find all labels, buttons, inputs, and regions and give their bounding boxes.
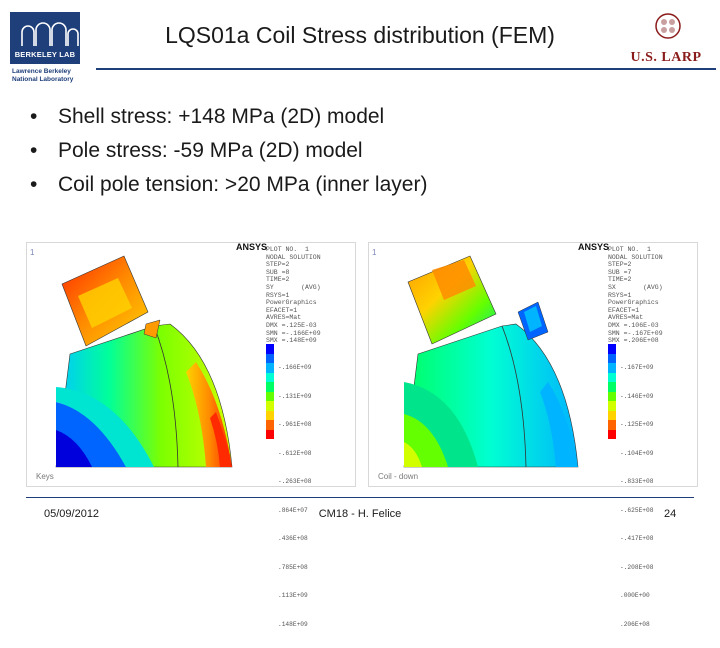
legend-value: -.625E+08 <box>620 506 654 514</box>
berkeley-lab-logo-mark: BERKELEY LAB <box>10 12 80 64</box>
legend-swatch <box>266 420 274 430</box>
legend-swatch <box>608 401 616 411</box>
legend-swatch <box>266 372 274 382</box>
berkeley-lab-logo-text: BERKELEY LAB <box>14 50 76 59</box>
ansys-plot-info: PLOT NO. 1 NODAL SOLUTION STEP=2 SUB =8 … <box>266 246 321 345</box>
page-number: 24 <box>664 508 677 520</box>
legend-swatch <box>608 353 616 363</box>
legend-value: -.166E+09 <box>278 364 312 371</box>
legend-value: -.104E+09 <box>620 449 654 457</box>
bullet-text: Pole stress: -59 MPa (2D) model <box>58 139 363 162</box>
legend-value: -.131E+09 <box>278 392 312 400</box>
legend-swatch <box>266 391 274 401</box>
legend-value: -.417E+08 <box>620 535 654 542</box>
plot-caption: Coil - down <box>378 472 419 481</box>
legend-value: -.612E+08 <box>278 449 312 457</box>
us-larp-logo-text: U.S. LARP <box>630 50 702 65</box>
ansys-plot-info: PLOT NO. 1 NODAL SOLUTION STEP=2 SUB =7 … <box>608 246 663 345</box>
ansys-logo-text: ANSYS <box>578 242 610 252</box>
contour-legend-bar <box>266 344 274 439</box>
legend-swatch <box>608 420 616 430</box>
berkeley-lab-logo: BERKELEY LAB Lawrence Berkeley National … <box>6 8 84 90</box>
plot-frame <box>26 242 356 487</box>
legend-value: .785E+08 <box>278 563 308 571</box>
footer-divider <box>26 497 694 498</box>
legend-value: .864E+07 <box>278 506 308 514</box>
slide-title: LQS01a Coil Stress distribution (FEM) <box>165 22 555 48</box>
legend-swatch <box>266 401 274 411</box>
legend-value: .000E+00 <box>620 592 650 599</box>
fem-plot-pole-stress: ANSYS 1 PLOT NO. 1 NODAL SOLUTION STEP=2… <box>368 242 698 628</box>
legend-value: -.263E+08 <box>278 478 312 485</box>
larp-emblem-icon <box>655 13 681 39</box>
legend-swatch <box>266 429 274 439</box>
legend-value: .436E+08 <box>278 535 308 542</box>
bullet-list: • Shell stress: +148 MPa (2D) model • Pole… <box>30 100 427 202</box>
footer-author: CM18 - H. Felice <box>318 508 402 520</box>
us-larp-logo: U.S. LARP <box>616 10 716 70</box>
bullet-item: • Coil pole tension: >20 MPa (inner layer… <box>30 168 427 202</box>
legend-value: -.208E+08 <box>620 563 654 571</box>
legend-value: -.125E+09 <box>620 421 654 428</box>
legend-value: .148E+09 <box>278 620 308 628</box>
header-divider <box>96 68 716 70</box>
bullet-item: • Shell stress: +148 MPa (2D) model <box>30 100 427 134</box>
bullet-text: Coil pole tension: >20 MPa (inner layer) <box>58 173 428 196</box>
legend-value: .206E+08 <box>620 620 650 628</box>
legend-value: -.961E+08 <box>278 421 312 428</box>
legend-swatch <box>266 410 274 420</box>
plot-caption: Keys <box>36 472 54 481</box>
bullet-dot-icon: • <box>30 139 38 162</box>
legend-swatch <box>266 344 274 354</box>
legend-swatch <box>608 391 616 401</box>
footer-date: 05/09/2012 <box>44 508 100 520</box>
fem-contour-image <box>55 255 233 468</box>
contour-legend-values: -.167E+09 -.146E+09 -.125E+09 -.104E+09 … <box>620 344 653 648</box>
window-number: 1 <box>30 248 35 257</box>
window-number: 1 <box>372 248 377 257</box>
legend-swatch <box>266 363 274 373</box>
legend-swatch <box>608 372 616 382</box>
legend-value: -.833E+08 <box>620 478 654 485</box>
legend-swatch <box>608 382 616 392</box>
legend-value: .113E+09 <box>278 592 308 599</box>
legend-swatch <box>608 344 616 354</box>
ansys-logo-text: ANSYS <box>236 242 268 252</box>
legend-value: -.146E+09 <box>620 392 654 400</box>
bullet-item: • Pole stress: -59 MPa (2D) model <box>30 134 427 168</box>
legend-swatch <box>608 363 616 373</box>
legend-value: -.167E+09 <box>620 364 654 371</box>
fem-plot-shell-stress: ANSYS 1 PLOT NO. 1 NODAL SOLUTION STEP=2… <box>26 242 356 628</box>
bullet-dot-icon: • <box>30 173 38 196</box>
legend-swatch <box>266 353 274 363</box>
arches-icon <box>21 22 79 46</box>
legend-swatch <box>608 429 616 439</box>
plot-frame <box>368 242 698 487</box>
contour-legend-bar <box>608 344 616 439</box>
lbnl-subtitle: Lawrence Berkeley National Laboratory <box>12 68 74 83</box>
legend-swatch <box>608 410 616 420</box>
fem-contour-image <box>403 255 579 468</box>
contour-legend-values: -.166E+09 -.131E+09 -.961E+08 -.612E+08 … <box>278 344 311 648</box>
bullet-text: Shell stress: +148 MPa (2D) model <box>58 105 385 128</box>
legend-swatch <box>266 382 274 392</box>
bullet-dot-icon: • <box>30 105 38 128</box>
